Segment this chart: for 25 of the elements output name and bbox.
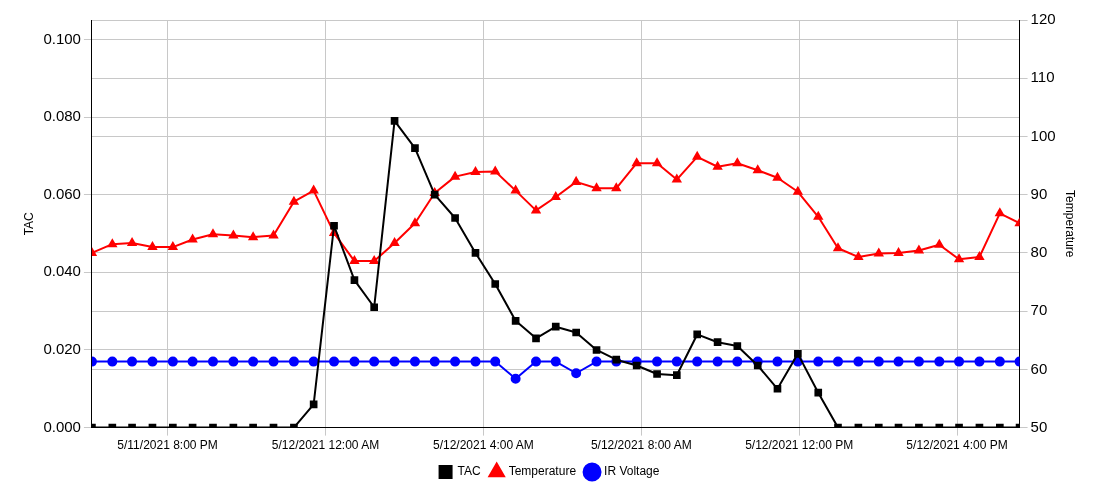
y-tick-label: 0.060 <box>43 184 81 202</box>
y-tick-label: 0.000 <box>43 417 81 435</box>
y2-tick-label: 70 <box>1030 301 1048 319</box>
y-tick-label: 0.100 <box>43 29 81 47</box>
x-tick-label: 5/12/2021 8:00 AM <box>590 438 692 453</box>
y2-tick-label: 90 <box>1030 184 1048 202</box>
legend-label: IR Voltage <box>604 464 660 479</box>
y2-tick-label: 80 <box>1030 243 1048 261</box>
y-tick-label: 0.020 <box>43 340 81 358</box>
y-axis-title: TAC <box>21 211 36 236</box>
x-tick-label: 5/12/2021 4:00 AM <box>433 438 534 453</box>
x-tick-label: 5/11/2021 8:00 PM <box>117 438 218 453</box>
y-tick-label: 0.040 <box>43 262 81 280</box>
x-tick-label: 5/12/2021 12:00 AM <box>271 438 380 453</box>
y2-tick-label: 120 <box>1030 10 1056 28</box>
x-tick-label: 5/12/2021 4:00 PM <box>906 438 1008 453</box>
y2-axis-title: Temperature <box>1063 190 1078 258</box>
legend-label: TAC <box>457 464 482 479</box>
y2-tick-label: 50 <box>1030 417 1048 435</box>
legend-label: Temperature <box>508 464 577 479</box>
y2-tick-label: 100 <box>1030 126 1056 144</box>
y2-tick-label: 60 <box>1030 359 1048 377</box>
y-tick-label: 0.080 <box>43 107 81 125</box>
y2-tick-label: 110 <box>1030 68 1055 86</box>
x-tick-label: 5/12/2021 12:00 PM <box>745 438 854 453</box>
